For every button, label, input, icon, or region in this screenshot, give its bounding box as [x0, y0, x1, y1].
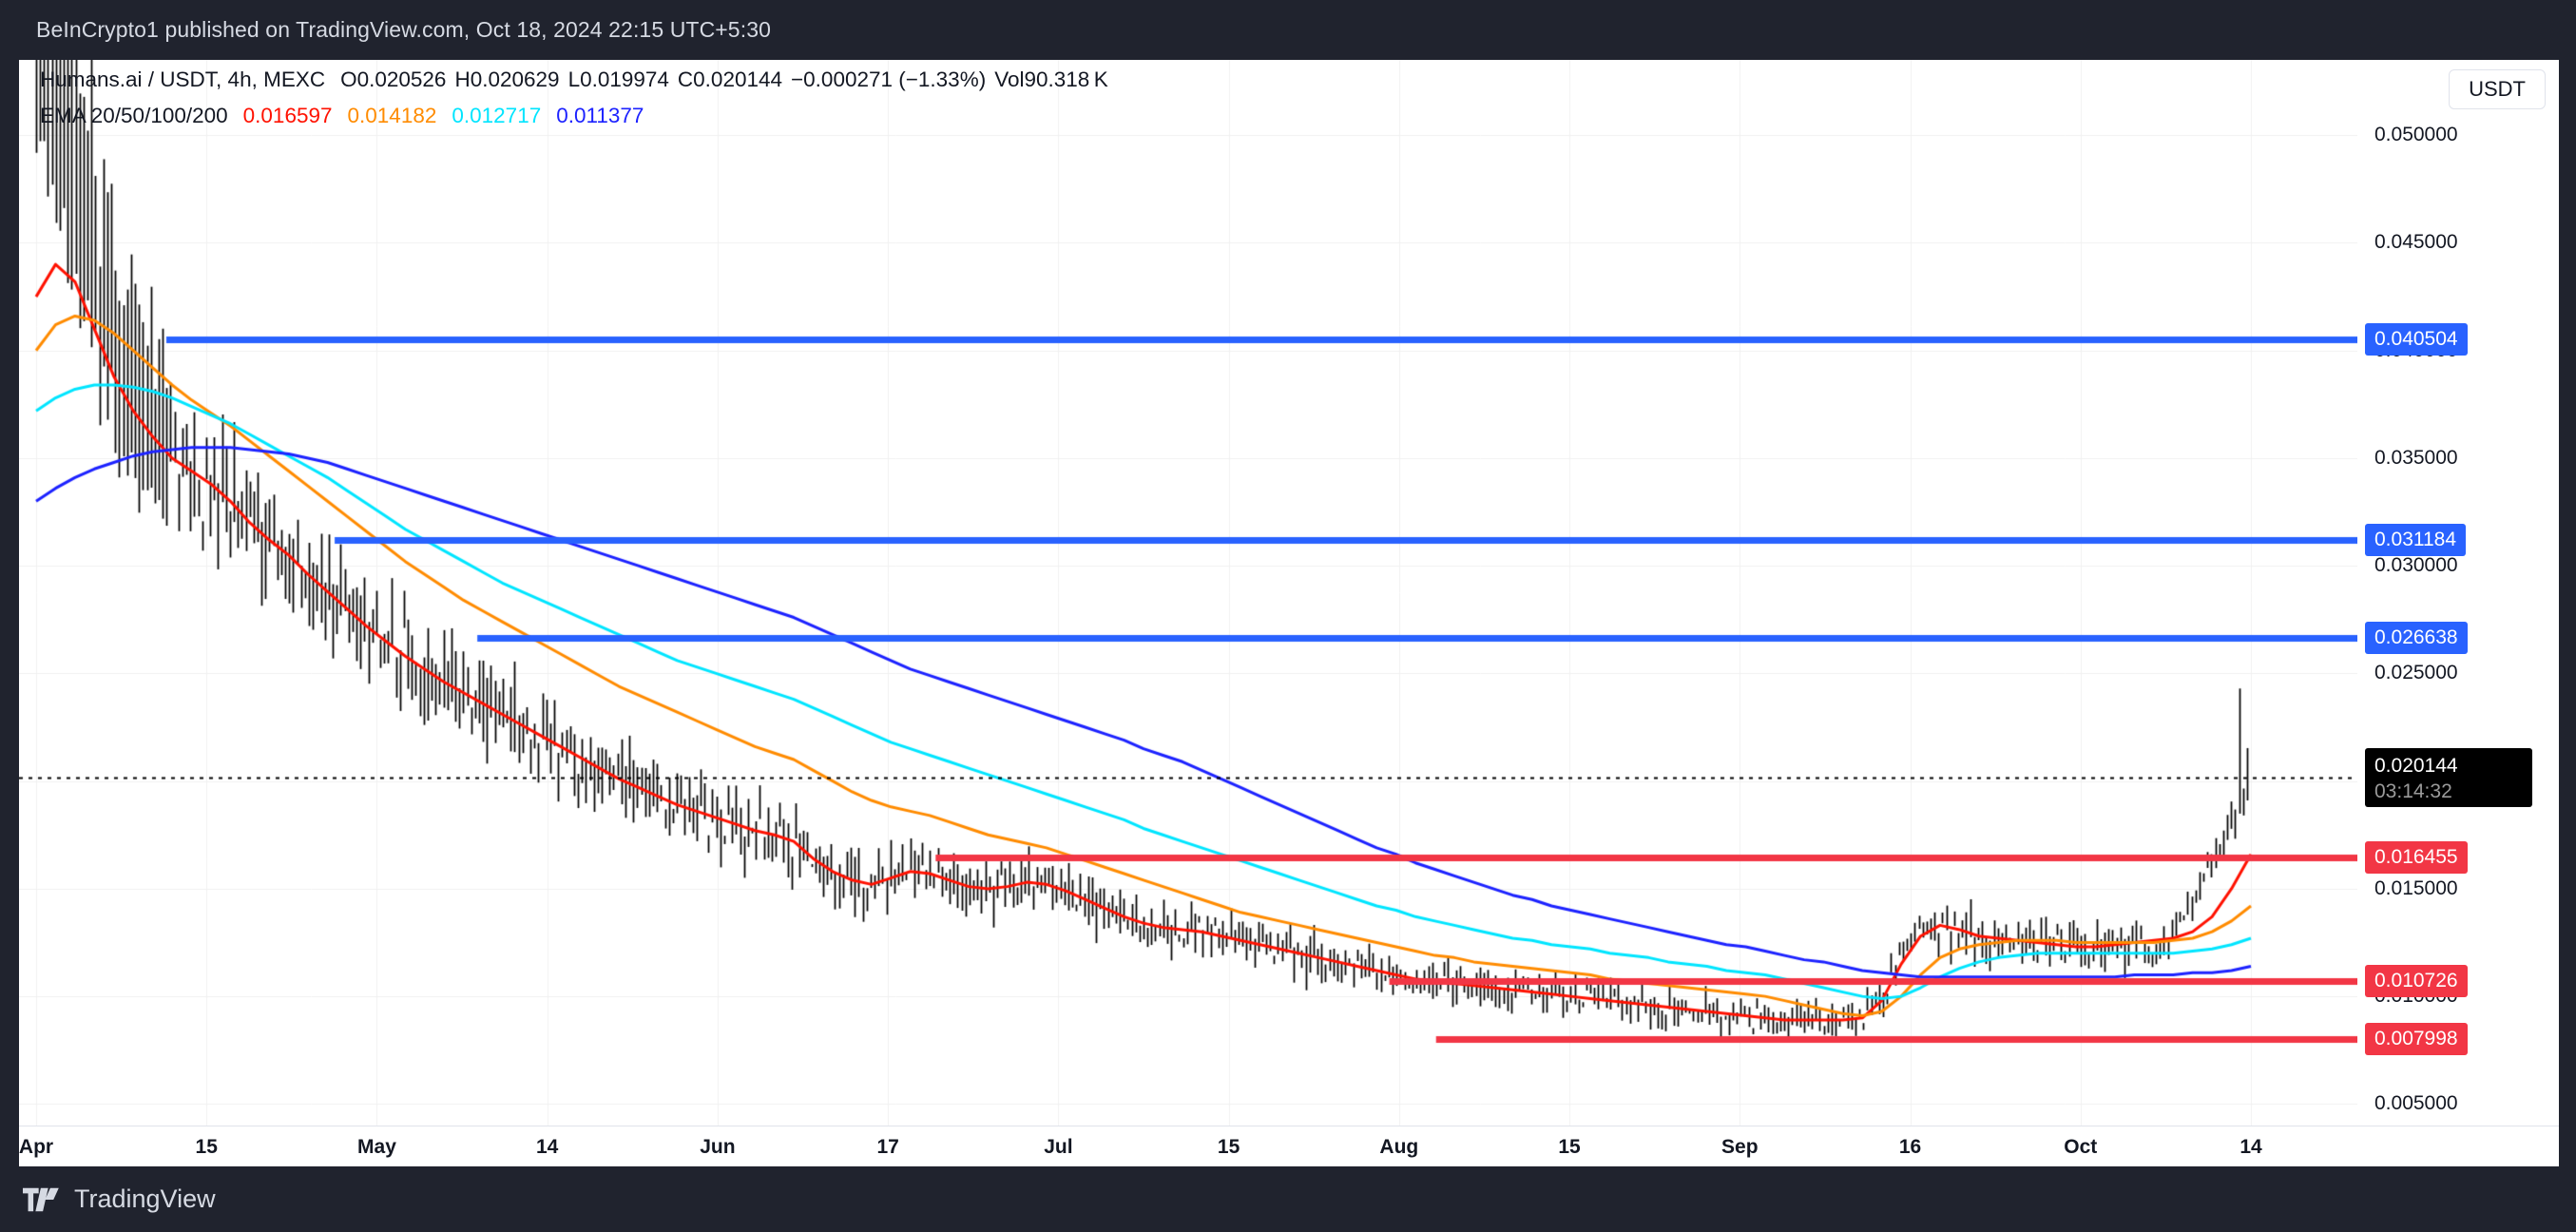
price-level-badge: 0.007998 — [2365, 1023, 2468, 1056]
tradingview-logo: TradingView — [23, 1184, 216, 1214]
current-price-badge: 0.020144 03:14:32 — [2365, 748, 2532, 808]
price-tick: 0.045000 — [2374, 231, 2458, 254]
price-tick: 0.015000 — [2374, 876, 2458, 899]
chart-plot-area[interactable] — [19, 60, 2357, 1126]
price-tick: 0.030000 — [2374, 554, 2458, 577]
time-tick: Oct — [2064, 1136, 2098, 1158]
time-tick: 17 — [876, 1136, 899, 1158]
price-scale[interactable]: USDT 0.0500000.0450000.0400000.0350000.0… — [2357, 60, 2559, 1126]
tradingview-logo-text: TradingView — [74, 1184, 216, 1213]
publisher-bar: BeInCrypto1 published on TradingView.com… — [0, 0, 2576, 60]
time-tick: Jun — [700, 1136, 736, 1158]
price-level-badge: 0.016455 — [2365, 840, 2468, 874]
time-tick: May — [357, 1136, 396, 1158]
time-tick: 15 — [1558, 1136, 1581, 1158]
current-price-countdown: 03:14:32 — [2374, 780, 2452, 803]
price-tick: 0.025000 — [2374, 662, 2458, 684]
time-tick: Aug — [1379, 1136, 1419, 1158]
current-price-value: 0.020144 — [2374, 755, 2458, 778]
price-tick: 0.050000 — [2374, 124, 2458, 146]
price-tick: 0.005000 — [2374, 1092, 2458, 1115]
chart-frame: Humans.ai / USDT, 4h, MEXC O0.020526 H0.… — [19, 60, 2559, 1166]
time-tick: 14 — [2240, 1136, 2262, 1158]
price-level-badge: 0.010726 — [2365, 964, 2468, 997]
price-tick: 0.035000 — [2374, 446, 2458, 469]
footer-bar: TradingView — [0, 1166, 2576, 1232]
price-level-badge: 0.040504 — [2365, 323, 2468, 356]
time-tick: Sep — [1721, 1136, 1759, 1158]
time-scale[interactable]: Apr 15 May 14 Jun 17 Jul 15 Aug 15 Sep 16 Oct 14 — [19, 1126, 2559, 1166]
time-tick: 15 — [195, 1136, 218, 1158]
time-tick: 14 — [536, 1136, 559, 1158]
time-tick: Apr — [18, 1136, 54, 1158]
levels-overlay-canvas — [19, 60, 2357, 1126]
time-tick: Jul — [1044, 1136, 1073, 1158]
publisher-text: BeInCrypto1 published on TradingView.com… — [36, 17, 771, 42]
currency-badge[interactable]: USDT — [2449, 69, 2546, 109]
time-tick: 16 — [1898, 1136, 1922, 1158]
price-level-badge: 0.026638 — [2365, 622, 2468, 655]
time-tick: 15 — [1217, 1136, 1240, 1158]
tradingview-logo-icon — [23, 1187, 59, 1211]
price-level-badge: 0.031184 — [2365, 524, 2467, 557]
